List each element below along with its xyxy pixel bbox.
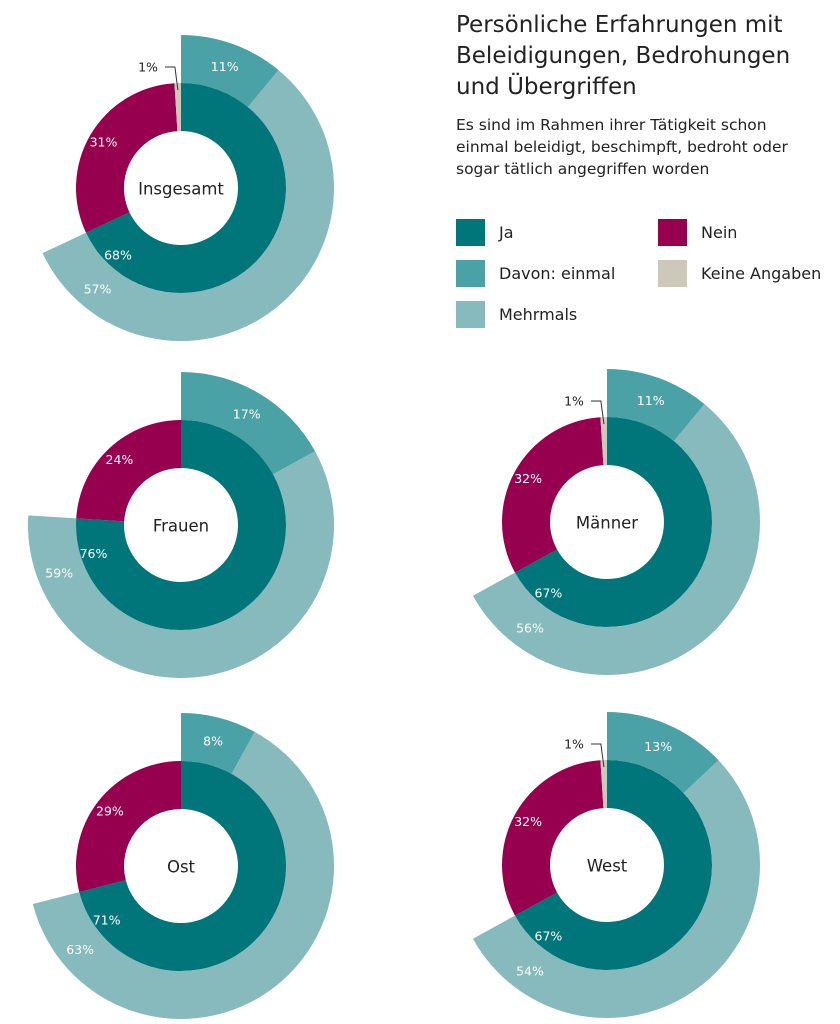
label-nein: 32% xyxy=(514,814,542,829)
label-nein: 31% xyxy=(90,135,118,150)
inner-slice-ja xyxy=(79,761,287,971)
label-mehrmals: 59% xyxy=(45,566,73,581)
outer-slice-einmal xyxy=(607,369,705,442)
legend-label-keine-angaben: Keine Angaben xyxy=(701,263,822,283)
outer-slice-einmal xyxy=(607,712,719,794)
legend-swatch-nein xyxy=(658,218,687,246)
legend-swatch-keine-angaben xyxy=(658,259,687,287)
leader-line-keine-angaben xyxy=(591,743,605,768)
label-keine-angaben: 1% xyxy=(564,737,584,752)
donut-title: West xyxy=(587,857,628,876)
inner-slice-nein xyxy=(76,420,181,522)
label-mehrmals: 56% xyxy=(516,621,544,636)
inner-slice-nein xyxy=(502,417,604,573)
outer-slice-einmal xyxy=(181,35,279,108)
leader-line-keine-angaben xyxy=(165,66,179,91)
inner-slice-ja xyxy=(76,420,287,630)
label-ja: 71% xyxy=(93,913,121,928)
inner-slice-ja xyxy=(85,83,286,293)
legend-label-ja: Ja xyxy=(499,222,514,242)
inner-slice-nein xyxy=(502,760,604,916)
label-nein: 29% xyxy=(96,803,124,818)
donut-frauen: Frauen 17% 59% 76% 24% xyxy=(27,372,334,679)
chart-subtitle: Es sind im Rahmen ihrer Tätigkeit schon … xyxy=(456,116,788,178)
legend-item-ja: Ja xyxy=(456,218,514,246)
donut-west: West 13% 54% 67% 32% 1% xyxy=(472,712,761,1019)
inner-slice-keine-angaben xyxy=(174,83,181,132)
label-mehrmals: 63% xyxy=(66,942,94,957)
label-einmal: 8% xyxy=(203,734,223,749)
outer-slice-mehrmals xyxy=(27,451,334,679)
label-ja: 67% xyxy=(535,928,563,943)
donut-insgesamt: Insgesamt 11% 57% 68% 31% 1% xyxy=(42,35,334,341)
legend-label-davon-einmal: Davon: einmal xyxy=(499,263,616,283)
label-ja: 67% xyxy=(535,585,563,600)
legend-item-mehrmals: Mehrmals xyxy=(456,300,577,328)
legend-swatch-davon-einmal xyxy=(456,259,485,287)
label-einmal: 13% xyxy=(644,739,672,754)
label-keine-angaben: 1% xyxy=(564,394,584,409)
label-mehrmals: 57% xyxy=(84,281,112,296)
label-ja: 68% xyxy=(104,248,132,263)
label-einmal: 11% xyxy=(637,393,665,408)
inner-slice-nein xyxy=(75,83,178,233)
label-einmal: 11% xyxy=(211,59,239,74)
legend: Ja Nein Davon: einmal Keine Angaben Mehr… xyxy=(456,218,840,328)
leader-line-keine-angaben xyxy=(591,400,605,425)
legend-swatch-ja xyxy=(456,218,485,246)
donut-title: Frauen xyxy=(153,517,209,536)
donut-title: Männer xyxy=(576,514,638,533)
chart-title: Persönliche Erfahrungen mit Beleidigunge… xyxy=(456,12,791,100)
inner-slice-keine-angaben xyxy=(600,417,607,466)
inner-slice-keine-angaben xyxy=(600,760,607,809)
legend-swatch-mehrmals xyxy=(456,300,485,328)
outer-slice-einmal xyxy=(181,372,316,475)
donut-title: Insgesamt xyxy=(138,180,224,199)
legend-label-nein: Nein xyxy=(701,222,738,242)
label-einmal: 17% xyxy=(233,407,261,422)
legend-item-keine-angaben: Keine Angaben xyxy=(658,259,821,287)
legend-item-nein: Nein xyxy=(658,218,737,246)
inner-slice-ja xyxy=(514,760,713,970)
outer-slice-mehrmals xyxy=(472,404,761,675)
legend-item-davon-einmal: Davon: einmal xyxy=(456,259,615,287)
outer-slice-mehrmals xyxy=(472,760,761,1019)
outer-slice-mehrmals xyxy=(32,731,335,1020)
legend-label-mehrmals: Mehrmals xyxy=(499,304,578,324)
label-nein: 32% xyxy=(514,471,542,486)
outer-slice-einmal xyxy=(181,713,255,774)
label-keine-angaben: 1% xyxy=(138,60,158,75)
donut-ost: Ost 8% 63% 71% 29% xyxy=(32,713,335,1020)
donut-maenner: Männer 11% 56% 67% 32% 1% xyxy=(472,369,761,675)
label-mehrmals: 54% xyxy=(516,964,544,979)
outer-slice-mehrmals xyxy=(42,70,334,341)
label-ja: 76% xyxy=(80,546,108,561)
inner-slice-ja xyxy=(514,417,713,627)
inner-slice-nein xyxy=(76,761,181,893)
label-nein: 24% xyxy=(106,452,134,467)
donut-title: Ost xyxy=(167,858,196,877)
